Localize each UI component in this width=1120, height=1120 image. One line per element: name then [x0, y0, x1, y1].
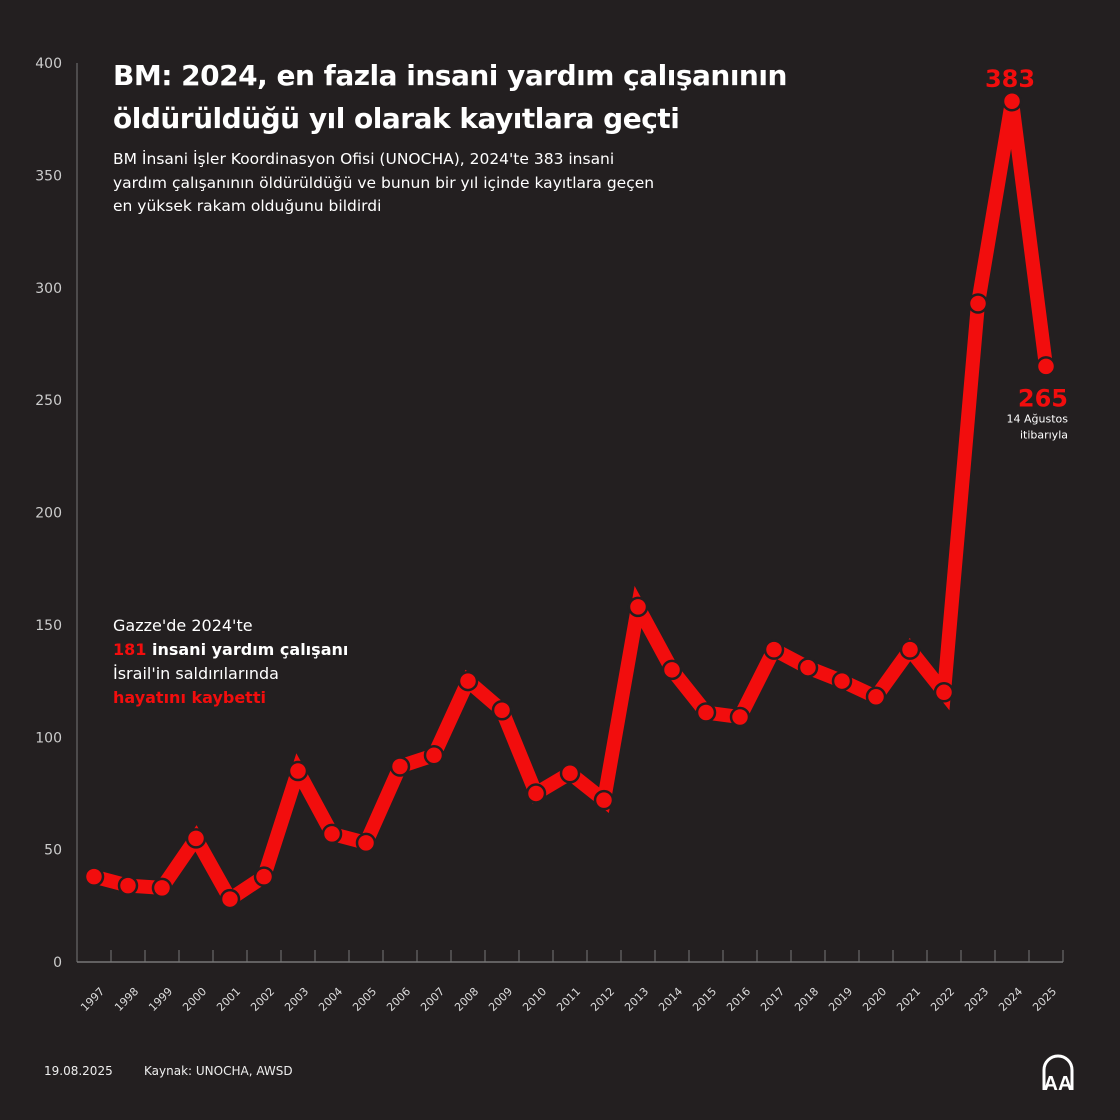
y-tick-label: 50: [44, 843, 62, 859]
x-tick-label: 2016: [724, 985, 753, 1014]
y-tick-label: 0: [53, 955, 62, 971]
x-tick-label: 2005: [350, 985, 379, 1014]
y-tick-label: 350: [35, 168, 62, 184]
note-line-3: İsrail'in saldırılarında: [113, 664, 279, 683]
x-tick-label: 2002: [248, 985, 277, 1014]
y-tick-label: 200: [35, 506, 62, 522]
x-tick-label: 2009: [486, 985, 515, 1014]
y-tick-label: 300: [35, 281, 62, 297]
gaza-note: Gazze'de 2024'te 181 insani yardım çalış…: [113, 614, 348, 710]
data-point: [253, 866, 275, 887]
page-title: BM: 2024, en fazla insani yardım çalışan…: [113, 54, 787, 140]
x-tick-label: 2006: [384, 985, 413, 1014]
data-point: [865, 686, 887, 708]
x-tick-label: 2012: [588, 985, 617, 1014]
data-point: [185, 828, 207, 849]
note-line-2-text: insani yardım çalışanı: [146, 640, 349, 659]
title-line-1: BM: 2024, en fazla insani yardım çalışan…: [113, 59, 787, 92]
x-tick-label: 2020: [860, 985, 889, 1014]
x-tick-label: 2017: [758, 985, 787, 1014]
x-tick-label: 2024: [996, 985, 1025, 1014]
x-tick-label: 2008: [452, 985, 481, 1014]
y-tick-label: 400: [35, 56, 62, 72]
x-tick-label: 2021: [894, 985, 923, 1014]
data-label-2025: 265: [1018, 384, 1068, 412]
data-point: [627, 596, 649, 618]
data-point: [899, 639, 921, 660]
data-point: [491, 700, 513, 721]
data-point: [525, 783, 547, 804]
x-tick-label: 2015: [690, 985, 719, 1014]
x-tick-label: 2023: [962, 985, 991, 1014]
x-tick-label: 2010: [520, 985, 549, 1014]
data-point: [593, 789, 615, 811]
title-line-2: öldürüldüğü yıl olarak kayıtlara geçti: [113, 102, 680, 135]
data-point: [1001, 90, 1023, 112]
data-sublabel-2025-line1: 14 Ağustos: [1007, 412, 1069, 425]
data-point: [117, 875, 139, 896]
x-tick-label: 2007: [418, 985, 447, 1014]
svg-text:AA: AA: [1044, 1073, 1073, 1092]
data-point: [1035, 356, 1057, 377]
x-tick-label: 2001: [214, 985, 243, 1014]
data-point: [729, 706, 751, 728]
data-point: [287, 760, 309, 782]
x-tick-label: 1997: [78, 985, 107, 1014]
data-point: [933, 682, 955, 703]
note-line-2: 181 insani yardım çalışanı: [113, 638, 348, 662]
x-tick-label: 2014: [656, 985, 685, 1014]
data-point: [695, 702, 717, 723]
data-point: [423, 744, 445, 766]
data-label-2024: 383: [985, 65, 1035, 93]
data-point: [151, 877, 173, 899]
data-point: [797, 657, 819, 678]
note-number: 181: [113, 640, 147, 659]
data-point: [321, 823, 343, 845]
x-tick-label: 2018: [792, 985, 821, 1014]
data-point: [763, 639, 785, 660]
data-point: [661, 659, 683, 681]
data-sublabel-2025-line2: itibarıyla: [1020, 428, 1068, 441]
x-tick-label: 2025: [1030, 985, 1059, 1014]
data-point: [389, 756, 411, 777]
note-line-4: hayatını kaybetti: [113, 688, 266, 707]
x-tick-label: 2004: [316, 985, 345, 1014]
data-point: [219, 888, 241, 910]
data-point: [457, 670, 479, 692]
data-point: [559, 762, 581, 784]
footer-source: Kaynak: UNOCHA, AWSD: [144, 1064, 293, 1078]
footer-date: 19.08.2025: [44, 1064, 113, 1078]
y-tick-label: 100: [35, 730, 62, 746]
x-tick-label: 2011: [554, 985, 583, 1014]
note-line-1: Gazze'de 2024'te: [113, 616, 253, 635]
aa-logo: AA: [1042, 1054, 1074, 1092]
x-tick-label: 1999: [146, 985, 175, 1014]
x-tick-label: 1998: [112, 985, 141, 1014]
data-point: [83, 866, 105, 887]
data-point: [967, 293, 989, 314]
x-tick-label: 2022: [928, 985, 957, 1014]
x-tick-label: 2019: [826, 985, 855, 1014]
data-point: [831, 670, 853, 692]
y-tick-label: 150: [35, 618, 62, 634]
x-tick-label: 2003: [282, 985, 311, 1014]
subtitle: BM İnsani İşler Koordinasyon Ofisi (UNOC…: [113, 150, 655, 215]
x-tick-label: 2013: [622, 985, 651, 1014]
x-tick-label: 2000: [180, 985, 209, 1014]
y-tick-label: 250: [35, 393, 62, 409]
data-point: [355, 832, 377, 854]
